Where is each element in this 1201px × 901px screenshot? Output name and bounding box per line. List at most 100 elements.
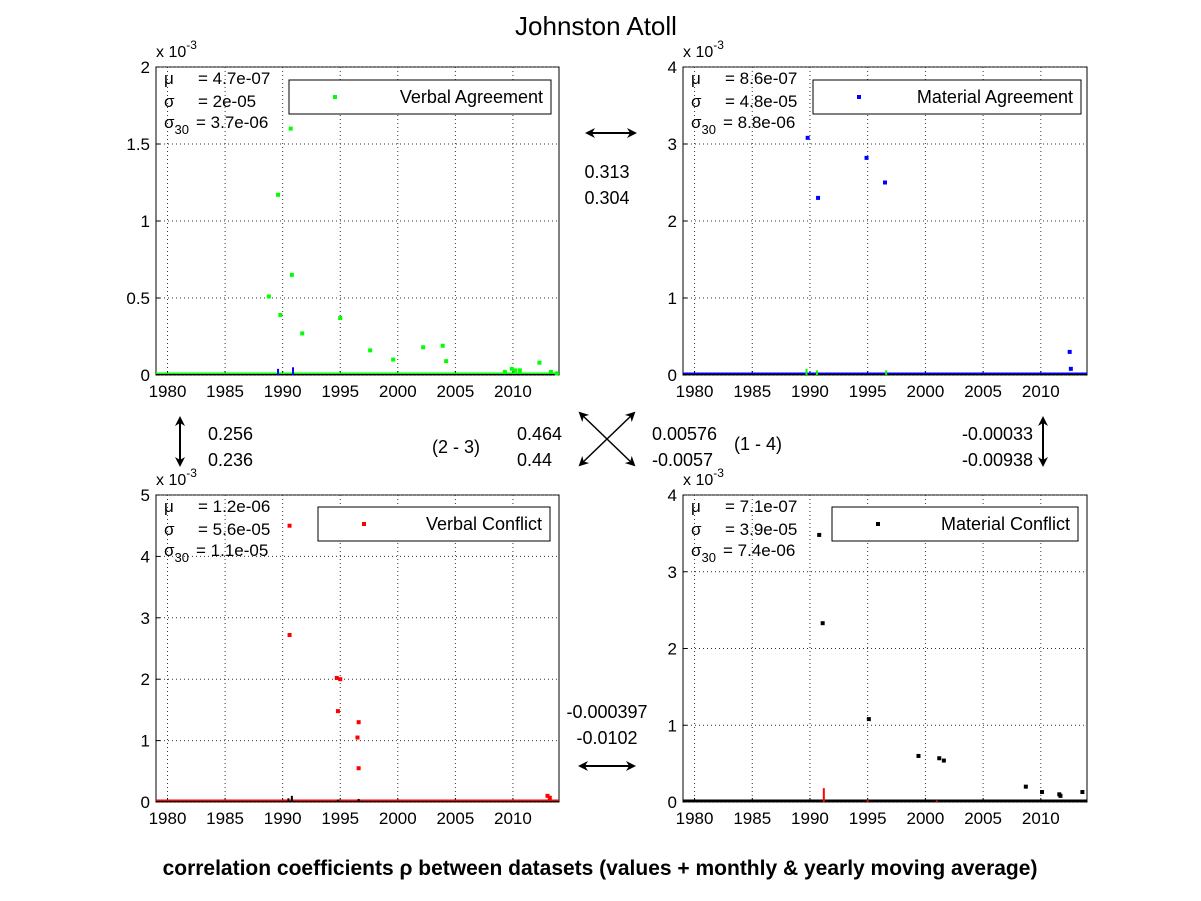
stat-sigma30-value: = 8.8e-06 xyxy=(723,113,795,132)
x-tick-label: 1995 xyxy=(849,809,887,828)
y-tick-label: 0.5 xyxy=(126,289,150,308)
data-point xyxy=(278,312,283,317)
y-tick-label: 4 xyxy=(141,547,150,566)
x-tick-label: 1980 xyxy=(149,382,187,401)
x-tick-label: 2010 xyxy=(1022,382,1060,401)
chart-panel-2: 1980 1985 1990 1995 2000 2005 2010 0 1 2 3 4 x 10-3 μ… xyxy=(668,38,1088,401)
corr-diag-23-value-2: 0.44 xyxy=(517,450,552,470)
data-point xyxy=(356,766,361,771)
data-point xyxy=(548,369,553,374)
stat-sigma30-value: = 7.4e-06 xyxy=(723,541,795,560)
stat-mu-value: = 7.1e-07 xyxy=(725,497,797,516)
stat-sigma30-value: = 1.1e-05 xyxy=(196,541,268,560)
arrow-diagonal-14 xyxy=(578,411,636,467)
data-point xyxy=(805,135,810,140)
legend-marker xyxy=(857,95,861,99)
chart-panel-3: 1980 1985 1990 1995 2000 2005 2010 0 1 2 3 4 5 x 10-3… xyxy=(141,466,560,828)
y-tick-label: 1 xyxy=(668,289,677,308)
x-tick-label: 1980 xyxy=(676,809,714,828)
x-tick-label: 1990 xyxy=(264,382,302,401)
legend-marker xyxy=(876,522,880,526)
stat-mu-symbol: μ xyxy=(164,497,174,516)
stat-sigma-symbol: σ xyxy=(691,92,702,111)
legend-label: Material Agreement xyxy=(917,87,1073,107)
data-point xyxy=(545,793,550,798)
y-tick-label: 3 xyxy=(668,563,677,582)
data-point xyxy=(421,345,426,350)
y-tick-label: 5 xyxy=(141,486,150,505)
stat-sigma30-value: = 3.7e-06 xyxy=(196,113,268,132)
x-tick-label: 2005 xyxy=(436,809,474,828)
stat-sigma-value: = 2e-05 xyxy=(198,92,256,111)
scale-exponent: -3 xyxy=(713,466,724,480)
y-tick-label: 1 xyxy=(141,212,150,231)
corr-diag-23-label: (2 - 3) xyxy=(432,437,480,457)
stat-sigma-symbol: σ xyxy=(691,520,702,539)
stat-mu-symbol: μ xyxy=(691,69,701,88)
axes-box xyxy=(155,494,560,803)
corr-diag-14-value-1: 0.00576 xyxy=(652,424,717,444)
x-tick-label: 2010 xyxy=(494,809,532,828)
x-tick-label: 1995 xyxy=(849,382,887,401)
stat-sigma30-subscript: 30 xyxy=(175,122,189,137)
data-point xyxy=(338,316,343,321)
data-point xyxy=(300,331,305,336)
data-point xyxy=(513,368,518,373)
corr-diag-14-label: (1 - 4) xyxy=(734,434,782,454)
data-point xyxy=(1080,790,1085,795)
stat-sigma-value: = 5.6e-05 xyxy=(198,520,270,539)
x-tick-label: 1990 xyxy=(791,809,829,828)
data-point xyxy=(916,753,921,758)
corr-left-value-1: 0.256 xyxy=(208,424,253,444)
x-tick-label: 2000 xyxy=(379,809,417,828)
x-tick-label: 2000 xyxy=(906,382,944,401)
corr-bottom-value-2: -0.0102 xyxy=(576,728,637,748)
stat-mu-symbol: μ xyxy=(691,497,701,516)
data-point xyxy=(356,720,361,725)
y-tick-label: 3 xyxy=(668,135,677,154)
y-tick-label: 3 xyxy=(141,609,150,628)
x-tick-label: 2000 xyxy=(906,809,944,828)
data-point xyxy=(816,195,821,200)
data-point xyxy=(1023,784,1028,789)
stat-sigma30-subscript: 30 xyxy=(702,122,716,137)
scale-exponent: -3 xyxy=(186,38,197,52)
y-tick-label: 0 xyxy=(668,366,677,385)
x-tick-label: 1985 xyxy=(733,809,771,828)
y-tick-label: 2 xyxy=(141,670,150,689)
chart-panel-1: 1980 1985 1990 1995 2000 2005 2010 0 0.5 1 1.5 2 x 1… xyxy=(126,38,560,401)
y-tick-label: 1.5 xyxy=(126,135,150,154)
corr-top-value-1: 0.313 xyxy=(584,162,629,182)
data-point xyxy=(288,126,293,131)
scale-exponent: -3 xyxy=(186,466,197,480)
corr-right-value-2: -0.00938 xyxy=(962,450,1033,470)
x-tick-label: 1985 xyxy=(733,382,771,401)
y-tick-label: 1 xyxy=(141,732,150,751)
data-point xyxy=(554,371,559,376)
correlation-top: 0.313 0.304 xyxy=(584,128,637,208)
y-tick-label: 4 xyxy=(668,486,677,505)
stat-mu-value: = 4.7e-07 xyxy=(198,69,270,88)
y-tick-label: 2 xyxy=(668,640,677,659)
legend-box xyxy=(288,79,552,115)
stat-sigma-value: = 4.8e-05 xyxy=(725,92,797,111)
stat-sigma30-subscript: 30 xyxy=(175,550,189,565)
data-point xyxy=(517,368,522,373)
corr-diag-14-value-2: -0.0057 xyxy=(652,450,713,470)
x-tick-label: 2005 xyxy=(964,809,1002,828)
data-point xyxy=(287,523,292,528)
data-point xyxy=(1039,790,1044,795)
stat-mu-symbol: μ xyxy=(164,69,174,88)
scale-label: x 10-3 xyxy=(156,38,197,61)
axes-box xyxy=(155,66,560,376)
y-tick-label: 0 xyxy=(668,793,677,812)
data-point xyxy=(866,717,871,722)
data-point xyxy=(338,677,343,682)
legend-label: Verbal Conflict xyxy=(426,514,542,534)
y-tick-label: 0 xyxy=(141,793,150,812)
data-point xyxy=(440,343,445,348)
corr-diag-23-value-1: 0.464 xyxy=(517,424,562,444)
data-point xyxy=(1068,366,1073,371)
data-point xyxy=(289,272,294,277)
